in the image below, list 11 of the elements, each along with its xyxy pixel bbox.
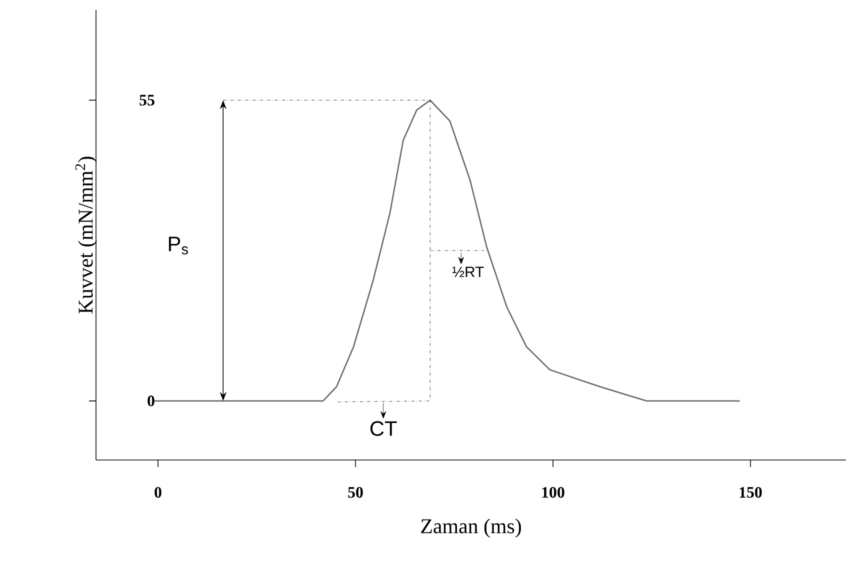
x-tick-label: 100 <box>542 487 564 498</box>
y-tick-label: 55 <box>140 94 154 106</box>
x-tick-label: 50 <box>348 487 363 498</box>
annotation: ½RT <box>452 266 484 278</box>
x-axis-title: Zaman (ms) <box>421 518 521 538</box>
line-series <box>153 100 740 402</box>
annotation: CT <box>370 421 397 436</box>
y-axis-title: Kuvvet (mN/mm$^{2}$) <box>75 156 97 314</box>
x-tick-label: 0 <box>154 487 162 498</box>
annotation: P$_{s}$ <box>168 236 188 254</box>
x-tick-label: 150 <box>740 487 762 498</box>
